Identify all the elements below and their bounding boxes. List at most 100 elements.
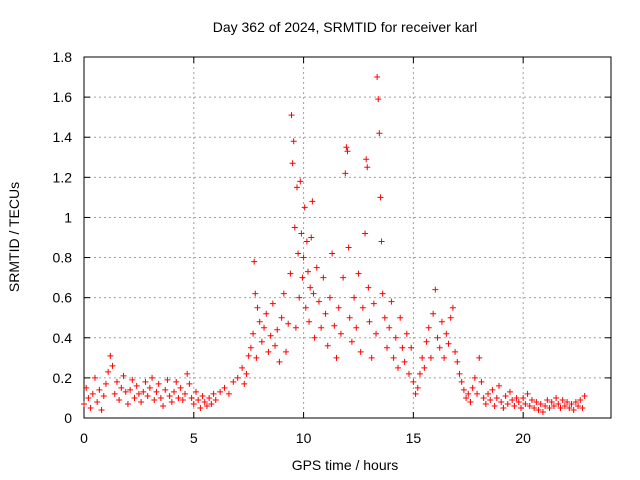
data-point: [124, 400, 131, 407]
y-tick-label: 0.6: [53, 290, 73, 306]
x-tick-labels: 0 5 10 15 20: [80, 430, 531, 446]
data-point: [133, 382, 140, 389]
data-point: [517, 404, 524, 411]
data-point: [491, 402, 498, 409]
data-point: [373, 330, 380, 337]
x-axis-label: GPS time / hours: [292, 457, 399, 473]
data-point: [570, 406, 577, 413]
data-point: [531, 404, 538, 411]
data-point: [241, 380, 248, 387]
data-point: [239, 364, 246, 371]
data-point: [313, 264, 320, 271]
data-point: [548, 398, 555, 405]
data-point: [381, 314, 388, 321]
data-point: [465, 390, 472, 397]
data-point: [131, 394, 138, 401]
data-point: [212, 396, 219, 403]
data-point: [337, 330, 344, 337]
data-point: [557, 404, 564, 411]
data-point: [129, 376, 136, 383]
data-point: [195, 396, 202, 403]
x-tick-label: 5: [190, 430, 198, 446]
y-tick-label: 0.2: [53, 370, 73, 386]
data-point: [289, 160, 296, 167]
data-point: [460, 386, 467, 393]
data-point: [388, 298, 395, 305]
data-point: [296, 294, 303, 301]
data-point: [258, 338, 265, 345]
data-point: [550, 402, 557, 409]
data-point: [144, 392, 151, 399]
data-point: [500, 404, 507, 411]
data-point: [306, 318, 313, 325]
data-point: [197, 404, 204, 411]
data-point: [234, 374, 241, 381]
data-point: [445, 340, 452, 347]
data-point: [177, 384, 184, 391]
data-point: [293, 184, 300, 191]
data-point: [308, 234, 315, 241]
data-point: [290, 138, 297, 145]
data-point: [146, 384, 153, 391]
data-point: [502, 392, 509, 399]
data-point: [375, 96, 382, 103]
data-point: [485, 390, 492, 397]
data-point: [447, 314, 454, 321]
data-point: [405, 370, 412, 377]
data-point: [522, 400, 529, 407]
data-point: [506, 388, 513, 395]
axis-ticks: [83, 56, 611, 419]
data-point: [304, 268, 311, 275]
data-point: [251, 258, 258, 265]
data-point: [184, 370, 191, 377]
y-tick-label: 1.6: [53, 89, 73, 105]
data-point: [256, 318, 263, 325]
data-point: [348, 338, 355, 345]
data-point: [410, 378, 417, 385]
data-point: [478, 378, 485, 385]
data-point: [474, 390, 481, 397]
data-point: [399, 344, 406, 351]
data-point: [94, 398, 101, 405]
data-point: [307, 284, 314, 291]
data-point: [192, 388, 199, 395]
data-point: [302, 304, 309, 311]
data-point: [463, 394, 470, 401]
data-point: [85, 394, 92, 401]
data-point: [116, 396, 123, 403]
data-point: [564, 398, 571, 405]
data-point: [416, 370, 423, 377]
data-point: [419, 354, 426, 361]
data-point: [322, 310, 329, 317]
data-point: [436, 344, 443, 351]
data-point: [553, 394, 560, 401]
data-point: [397, 314, 404, 321]
data-point: [151, 396, 158, 403]
data-point: [253, 354, 260, 361]
data-point: [344, 148, 351, 155]
data-point: [355, 270, 362, 277]
data-point: [359, 304, 366, 311]
data-point: [377, 194, 384, 201]
data-point: [390, 354, 397, 361]
data-point: [432, 286, 439, 293]
data-point: [208, 400, 215, 407]
data-point: [329, 250, 336, 257]
data-point: [206, 394, 213, 401]
data-point: [487, 396, 494, 403]
data-point: [107, 352, 114, 359]
data-point: [498, 398, 505, 405]
data-point: [568, 400, 575, 407]
data-point: [263, 310, 270, 317]
data-point: [539, 408, 546, 415]
data-point: [140, 388, 147, 395]
data-point: [318, 324, 325, 331]
data-point: [346, 314, 353, 321]
data-point: [247, 344, 254, 351]
data-point: [142, 378, 149, 385]
data-point: [542, 402, 549, 409]
data-point: [559, 396, 566, 403]
data-point: [113, 378, 120, 385]
data-point: [221, 384, 228, 391]
data-point: [292, 324, 299, 331]
